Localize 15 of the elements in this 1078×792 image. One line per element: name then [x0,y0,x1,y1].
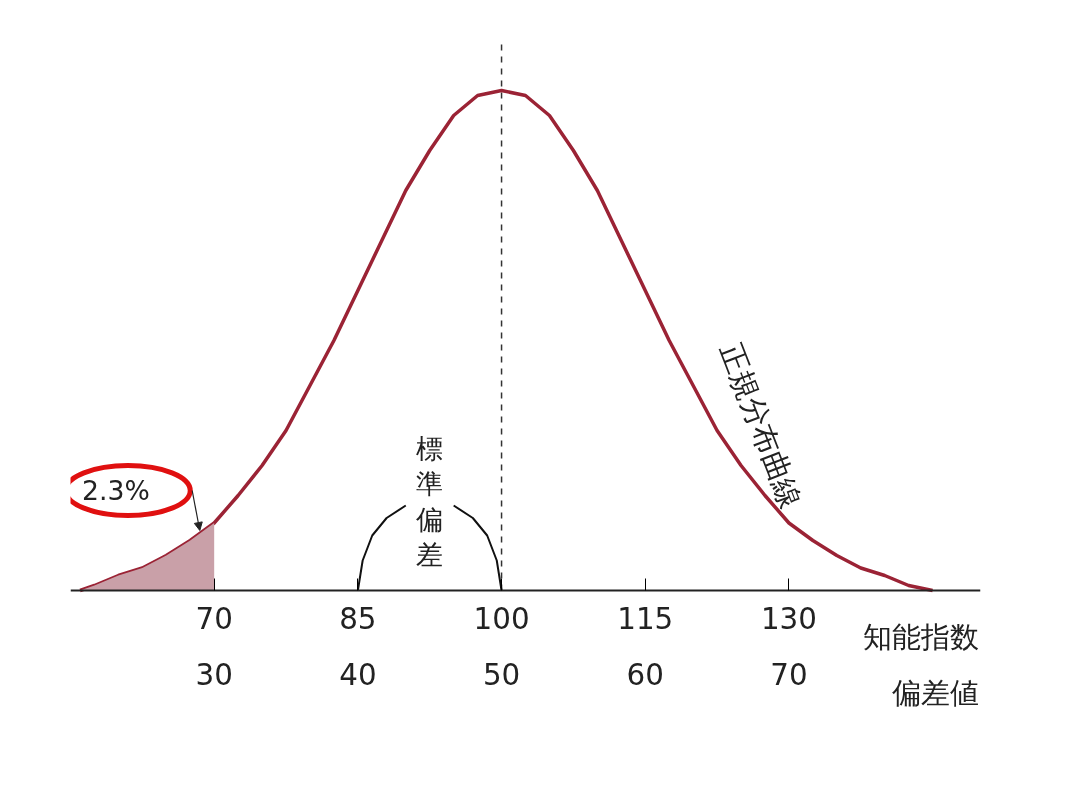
x2-tick-label: 70 [770,657,808,692]
x2-tick-label: 50 [482,657,521,692]
x2-tick-label: 60 [626,657,664,692]
x-tick-label: 85 [339,601,377,636]
x-tick-label: 100 [473,601,530,636]
x-tick-label: 130 [760,601,817,636]
x2-axis-title: 偏差値 [891,675,979,710]
x2-tick-label: 40 [339,657,377,692]
annotation: 標準偏差 [416,432,444,571]
x-tick-label: 70 [195,601,233,636]
x-tick-label: 115 [617,601,674,636]
x-axis-title: 知能指数 [862,619,979,654]
annotation: 2.3% [81,475,150,506]
x2-tick-label: 30 [195,657,233,692]
text: 正規分布曲線 [713,338,808,513]
